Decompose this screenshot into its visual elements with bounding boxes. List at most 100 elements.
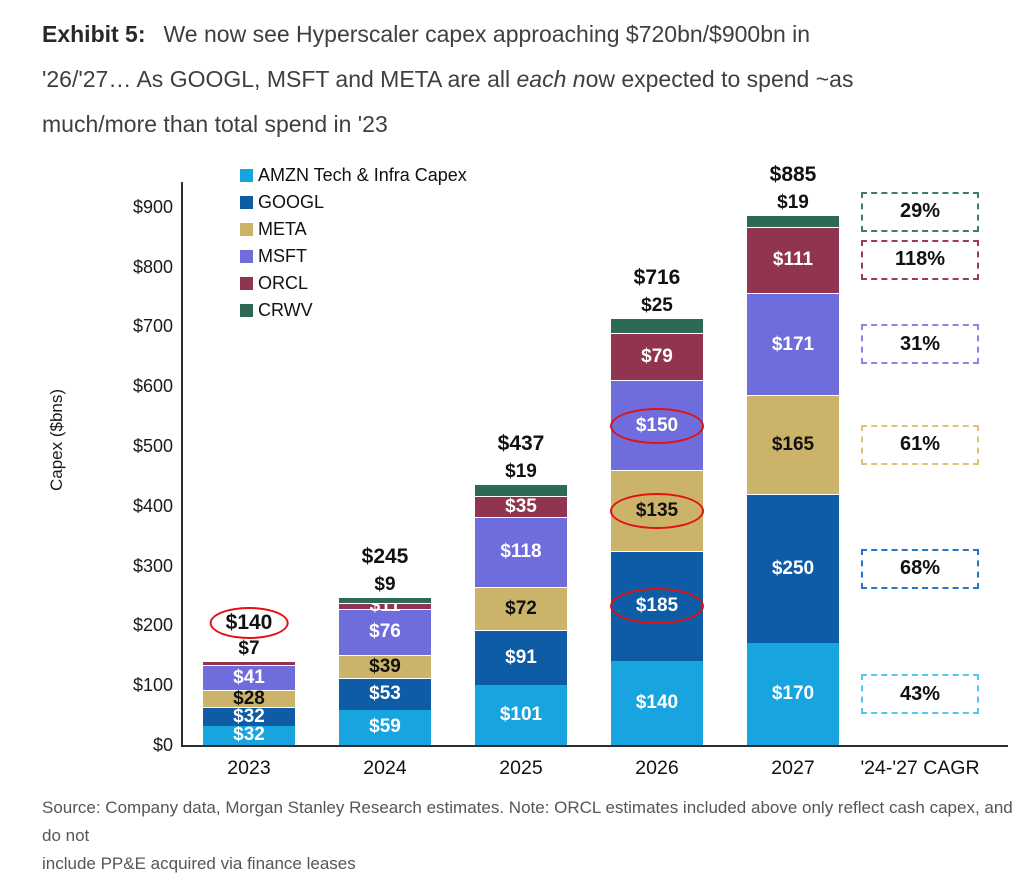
source-line-2: include PP&E acquired via finance leases	[42, 854, 356, 873]
y-tick-label-0: $0	[152, 735, 173, 755]
legend-swatch-crwv	[240, 304, 253, 317]
value-label-2026-googl: $185	[610, 588, 704, 625]
y-tick-label-7: $700	[132, 316, 173, 337]
legend-label-amzn: AMZN Tech & Infra Capex	[258, 165, 467, 185]
value-label-2027-orcl: $111	[772, 249, 814, 271]
value-label-2025-meta: $72	[505, 598, 537, 620]
slice-2025-crwv	[475, 484, 567, 496]
legend-label-orcl: ORCL	[258, 273, 309, 293]
slice-2023-msft: $41	[203, 665, 295, 690]
slice-2026-orcl: $79	[611, 333, 703, 381]
value-label-2025-amzn: $101	[499, 703, 543, 725]
slice-2026-amzn: $140	[611, 661, 703, 745]
slice-2025-amzn: $101	[475, 684, 567, 745]
legend-swatch-orcl	[240, 277, 253, 290]
total-label-2023: $140	[209, 607, 289, 640]
value-label-2027-meta: $165	[771, 434, 815, 456]
total-label-2027: $885	[769, 163, 817, 187]
y-tick-label-1: $100	[132, 675, 173, 696]
exhibit-label: Exhibit 5:	[42, 21, 146, 47]
slice-2027-msft: $171	[747, 292, 839, 396]
legend-label-msft: MSFT	[258, 246, 307, 266]
title-line2-post: ow expected to spend ~as	[585, 66, 854, 92]
value-label-2024-amzn: $59	[369, 716, 401, 738]
value-label-2027-crwv: $19	[777, 192, 809, 214]
slice-2024-googl: $53	[339, 678, 431, 710]
y-tick-label-8: $800	[132, 256, 173, 277]
title-line-3: much/more than total spend in '23	[42, 111, 388, 137]
slice-2025-meta: $72	[475, 587, 567, 631]
value-label-2023-meta: $28	[233, 687, 265, 709]
legend-label-meta: META	[258, 219, 307, 239]
value-label-2026-meta: $135	[610, 492, 704, 529]
cagr-box-orcl: 118%	[861, 239, 979, 280]
cagr-box-googl: 68%	[861, 548, 979, 589]
slice-2024-orcl: $11	[339, 595, 431, 616]
value-label-2024-crwv: $9	[374, 574, 396, 596]
x-label-cagr: '24-'27 CAGR	[860, 757, 980, 779]
title-line2-italic: each n	[516, 66, 586, 92]
legend-swatch-meta	[240, 223, 253, 236]
value-label-2026-msft: $150	[610, 407, 704, 444]
bar-2024: $59 $53 $39 $76 $11 $9 $245	[339, 545, 431, 745]
value-label-2027-amzn: $170	[771, 683, 815, 705]
y-tick-label-9: $900	[132, 196, 173, 217]
bar-2023: $32 $32 $28 $41 $7 $140	[203, 607, 295, 746]
value-label-2023-msft: $41	[233, 667, 265, 689]
slice-2024-meta: $39	[339, 654, 431, 679]
cagr-box-amzn: 43%	[861, 674, 979, 715]
y-axis-title: Capex ($bns)	[47, 388, 66, 492]
legend-label-crwv: CRWV	[258, 300, 313, 320]
slice-2027-amzn: $170	[747, 643, 839, 745]
value-label-2026-orcl: $79	[641, 346, 673, 368]
slice-2026-msft: $150	[610, 380, 704, 470]
value-label-2023-orcl: $7	[238, 638, 260, 660]
title-line-2: '26/'27… As GOOGL, MSFT and META are all…	[42, 57, 962, 102]
slice-2023-meta: $28	[203, 687, 295, 709]
y-tick-label-3: $300	[132, 555, 173, 576]
title-line2-pre: '26/'27… As GOOGL, MSFT and META are all	[42, 66, 517, 92]
title-line-1: Exhibit 5: We now see Hyperscaler capex a…	[42, 12, 962, 57]
cagr-box-meta: 61%	[861, 424, 979, 465]
legend-swatch-msft	[240, 250, 253, 263]
value-label-2026-crwv: $25	[641, 295, 673, 317]
title-line1-text: We now see Hyperscaler capex approaching…	[163, 21, 811, 47]
bar-2026: $140 $185 $135 $150 $79 $25 $716	[610, 266, 704, 745]
cagr-box-msft: 31%	[861, 324, 979, 365]
value-label-2025-crwv: $19	[505, 461, 537, 483]
value-label-2026-amzn: $140	[635, 692, 679, 714]
slice-2027-crwv	[747, 215, 839, 227]
slice-2025-googl: $91	[475, 630, 567, 685]
x-label-2027: 2027	[771, 757, 815, 779]
legend-label-googl: GOOGL	[258, 192, 325, 212]
x-label-2026: 2026	[635, 757, 679, 779]
x-label-2023: 2023	[227, 757, 271, 779]
y-axis-line	[181, 182, 183, 747]
y-tick-label-5: $500	[132, 436, 173, 456]
value-label-2023-amzn: $32	[233, 724, 265, 746]
slice-2023-googl: $32	[203, 705, 295, 727]
value-label-2023-googl: $32	[233, 705, 265, 727]
legend-item-amzn: AMZN Tech & Infra Capex	[240, 162, 467, 189]
legend-item-googl: GOOGL	[240, 189, 467, 216]
value-label-2027-googl: $250	[771, 558, 815, 580]
slice-2023-orcl	[203, 661, 295, 666]
y-tick-label-4: $400	[132, 495, 173, 516]
value-label-2025-msft: $118	[500, 541, 542, 563]
legend-item-msft: MSFT	[240, 243, 467, 270]
slice-2027-orcl: $111	[747, 226, 839, 293]
cagr-box-crwv: 29%	[861, 191, 979, 232]
y-tick-label-6: $600	[132, 376, 173, 397]
x-label-2025: 2025	[499, 757, 543, 779]
chart-legend: AMZN Tech & Infra Capex GOOGL META MSFT ORCL…	[240, 162, 467, 324]
source-line-1: Source: Company data, Morgan Stanley Res…	[42, 798, 1013, 845]
slice-2023-amzn: $32	[203, 724, 295, 746]
slice-2025-orcl: $35	[475, 496, 567, 517]
exhibit-title: Exhibit 5: We now see Hyperscaler capex a…	[42, 12, 962, 147]
slice-2024-crwv	[339, 597, 431, 603]
bar-2027: $170 $250 $165 $171 $111 $19 $885	[747, 163, 839, 745]
y-axis-ticks: $0 $100 $200 $300 $400 $500 $600 $700 $800 $900	[93, 182, 173, 755]
plot-area: $32 $32 $28 $41 $7 $140 2023 $59 $53 $39 $76 $11 $9 $…	[181, 163, 1008, 779]
value-label-2024-msft: $76	[369, 621, 401, 643]
